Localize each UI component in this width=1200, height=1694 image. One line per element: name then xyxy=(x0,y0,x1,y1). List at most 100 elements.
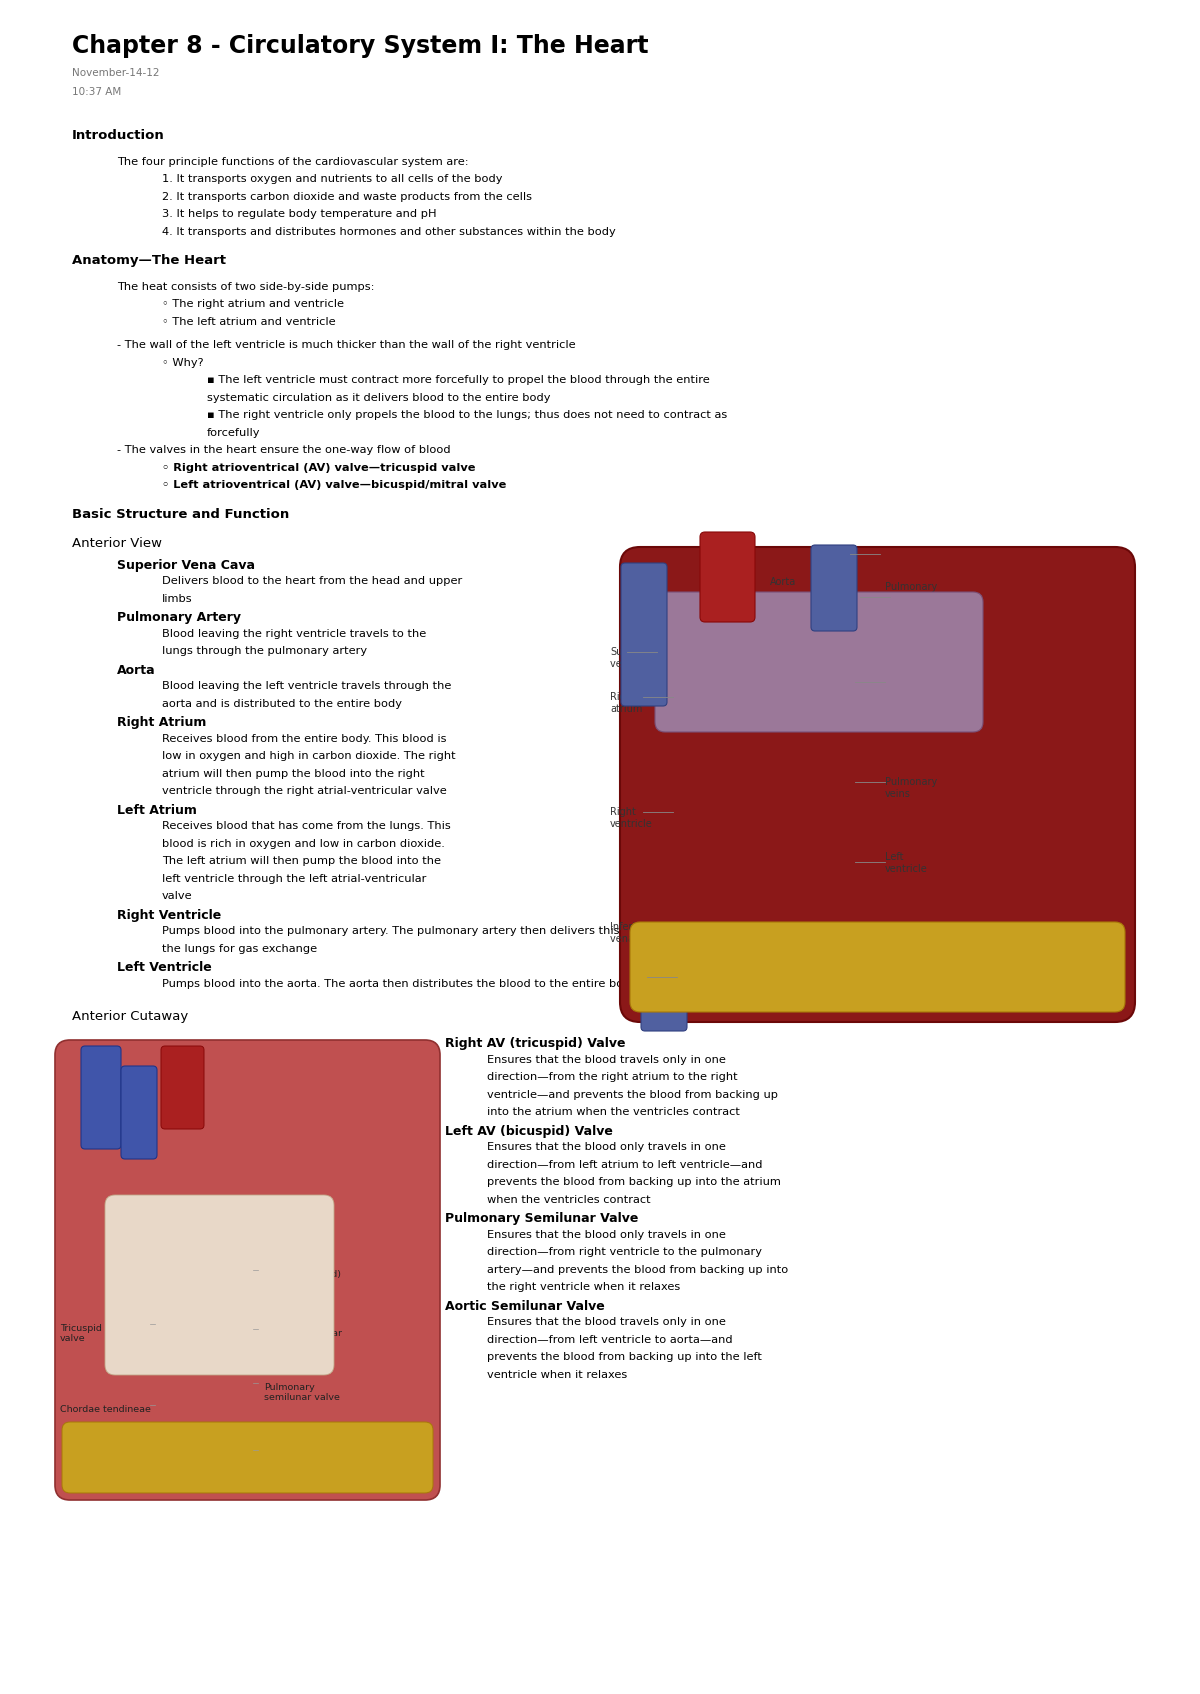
Text: Pumps blood into the aorta. The aorta then distributes the blood to the entire b: Pumps blood into the aorta. The aorta th… xyxy=(162,979,637,989)
Text: the right ventricle when it relaxes: the right ventricle when it relaxes xyxy=(487,1282,680,1293)
Text: left ventricle through the left atrial-ventricular: left ventricle through the left atrial-v… xyxy=(162,874,426,884)
Text: Right
atrium: Right atrium xyxy=(610,693,642,713)
Text: Ensures that the blood travels only in one: Ensures that the blood travels only in o… xyxy=(487,1054,726,1064)
Text: Blood leaving the left ventricle travels through the: Blood leaving the left ventricle travels… xyxy=(162,681,451,691)
Text: 1. It transports oxygen and nutrients to all cells of the body: 1. It transports oxygen and nutrients to… xyxy=(162,174,503,185)
Text: Pulmonary
trunk: Pulmonary trunk xyxy=(886,583,937,603)
FancyBboxPatch shape xyxy=(62,1421,433,1492)
Text: Delivers blood to the heart from the head and upper: Delivers blood to the heart from the hea… xyxy=(162,576,462,586)
Text: valve: valve xyxy=(162,891,193,901)
Text: Inferior
vena cava: Inferior vena cava xyxy=(610,922,660,944)
Text: ventricle—and prevents the blood from backing up: ventricle—and prevents the blood from ba… xyxy=(487,1089,778,1099)
Text: 10:37 AM: 10:37 AM xyxy=(72,86,121,97)
Text: Superior Vena Cava: Superior Vena Cava xyxy=(118,559,256,571)
Text: systematic circulation as it delivers blood to the entire body: systematic circulation as it delivers bl… xyxy=(208,393,551,403)
FancyBboxPatch shape xyxy=(121,1066,157,1159)
Text: 4. It transports and distributes hormones and other substances within the body: 4. It transports and distributes hormone… xyxy=(162,227,616,237)
Text: 3. It helps to regulate body temperature and pH: 3. It helps to regulate body temperature… xyxy=(162,208,437,219)
Text: Left Ventricle: Left Ventricle xyxy=(118,960,211,974)
Text: Ensures that the blood only travels in one: Ensures that the blood only travels in o… xyxy=(487,1230,726,1240)
Text: Pulmonary Semilunar Valve: Pulmonary Semilunar Valve xyxy=(445,1211,638,1225)
Text: Right Ventricle: Right Ventricle xyxy=(118,908,221,922)
Text: low in oxygen and high in carbon dioxide. The right: low in oxygen and high in carbon dioxide… xyxy=(162,750,456,761)
Text: ventricle when it relaxes: ventricle when it relaxes xyxy=(487,1369,628,1379)
Text: blood is rich in oxygen and low in carbon dioxide.: blood is rich in oxygen and low in carbo… xyxy=(162,839,445,849)
Text: Left AV (bicuspid) Valve: Left AV (bicuspid) Valve xyxy=(445,1125,613,1137)
Text: - The wall of the left ventricle is much thicker than the wall of the right vent: - The wall of the left ventricle is much… xyxy=(118,340,576,351)
Text: Anterior View: Anterior View xyxy=(72,537,162,551)
Text: Ensures that the blood travels only in one: Ensures that the blood travels only in o… xyxy=(487,1316,726,1326)
Text: direction—from left ventricle to aorta—and: direction—from left ventricle to aorta—a… xyxy=(487,1335,733,1345)
FancyBboxPatch shape xyxy=(630,922,1126,1011)
Text: direction—from right ventricle to the pulmonary: direction—from right ventricle to the pu… xyxy=(487,1247,762,1257)
Text: Superior
vena cava: Superior vena cava xyxy=(610,647,660,669)
Text: ◦ The right atrium and ventricle: ◦ The right atrium and ventricle xyxy=(162,300,344,308)
Text: Receives blood from the entire body. This blood is: Receives blood from the entire body. Thi… xyxy=(162,734,446,744)
Text: direction—from the right atrium to the right: direction—from the right atrium to the r… xyxy=(487,1072,738,1082)
Text: forcefully: forcefully xyxy=(208,427,260,437)
Text: Aortic Semilunar Valve: Aortic Semilunar Valve xyxy=(445,1299,605,1313)
Text: into the atrium when the ventricles contract: into the atrium when the ventricles cont… xyxy=(487,1106,740,1116)
Text: Left
atrium: Left atrium xyxy=(886,667,917,688)
Text: Aorta: Aorta xyxy=(118,664,156,676)
Text: ▪ The left ventricle must contract more forcefully to propel the blood through t: ▪ The left ventricle must contract more … xyxy=(208,374,709,385)
Text: artery—and prevents the blood from backing up into: artery—and prevents the blood from backi… xyxy=(487,1264,788,1274)
Text: Aorta: Aorta xyxy=(770,578,797,588)
Text: Papillary muscles: Papillary muscles xyxy=(264,1450,347,1459)
Text: The left atrium will then pump the blood into the: The left atrium will then pump the blood… xyxy=(162,855,442,866)
Bar xyxy=(55,1045,436,1496)
FancyBboxPatch shape xyxy=(700,532,755,622)
Text: Ensures that the blood only travels in one: Ensures that the blood only travels in o… xyxy=(487,1142,726,1152)
Text: Left
ventricle: Left ventricle xyxy=(886,852,928,874)
Text: Pulmonary Artery: Pulmonary Artery xyxy=(118,612,241,623)
Text: 2. It transports carbon dioxide and waste products from the cells: 2. It transports carbon dioxide and wast… xyxy=(162,191,532,202)
Text: Basic Structure and Function: Basic Structure and Function xyxy=(72,508,289,520)
FancyBboxPatch shape xyxy=(622,562,667,706)
Text: Anterior Cutaway: Anterior Cutaway xyxy=(72,1010,188,1023)
Text: ▪ The right ventricle only propels the blood to the lungs; thus does not need to: ▪ The right ventricle only propels the b… xyxy=(208,410,727,420)
Text: ◦ Left atrioventrical (AV) valve—bicuspid/mitral valve: ◦ Left atrioventrical (AV) valve—bicuspi… xyxy=(162,479,506,490)
Text: Pulmonary
veins: Pulmonary veins xyxy=(886,778,937,798)
Text: direction—from left atrium to left ventricle—and: direction—from left atrium to left ventr… xyxy=(487,1159,762,1169)
Text: Blood leaving the right ventricle travels to the: Blood leaving the right ventricle travel… xyxy=(162,628,426,639)
FancyBboxPatch shape xyxy=(55,1040,440,1499)
Text: Anatomy—The Heart: Anatomy—The Heart xyxy=(72,254,226,268)
Text: - The valves in the heart ensure the one-way flow of blood: - The valves in the heart ensure the one… xyxy=(118,446,451,456)
Text: prevents the blood from backing up into the atrium: prevents the blood from backing up into … xyxy=(487,1177,781,1187)
Text: Right AV (tricuspid) Valve: Right AV (tricuspid) Valve xyxy=(445,1037,625,1050)
Text: The four principle functions of the cardiovascular system are:: The four principle functions of the card… xyxy=(118,156,469,166)
Text: Right
ventricle: Right ventricle xyxy=(610,806,653,828)
Text: Right Atrium: Right Atrium xyxy=(118,717,206,728)
FancyBboxPatch shape xyxy=(641,938,686,1032)
Text: ◦ The left atrium and ventricle: ◦ The left atrium and ventricle xyxy=(162,317,336,327)
Text: November-14-12: November-14-12 xyxy=(72,68,160,78)
Text: Pulmonary
semilunar valve: Pulmonary semilunar valve xyxy=(264,1382,340,1403)
Bar xyxy=(605,542,1165,1027)
Text: lungs through the pulmonary artery: lungs through the pulmonary artery xyxy=(162,645,367,656)
FancyBboxPatch shape xyxy=(82,1045,121,1149)
Text: Introduction: Introduction xyxy=(72,129,164,142)
Text: Chordae tendineae: Chordae tendineae xyxy=(60,1404,151,1414)
FancyBboxPatch shape xyxy=(161,1045,204,1128)
Text: Tricuspid
valve: Tricuspid valve xyxy=(60,1325,102,1343)
Text: aorta and is distributed to the entire body: aorta and is distributed to the entire b… xyxy=(162,698,402,708)
FancyBboxPatch shape xyxy=(655,591,983,732)
Text: the lungs for gas exchange: the lungs for gas exchange xyxy=(162,944,317,954)
Text: prevents the blood from backing up into the left: prevents the blood from backing up into … xyxy=(487,1352,762,1362)
Text: when the ventricles contract: when the ventricles contract xyxy=(487,1194,650,1204)
Text: Receives blood that has come from the lungs. This: Receives blood that has come from the lu… xyxy=(162,822,451,832)
Text: Pumps blood into the pulmonary artery. The pulmonary artery then delivers this b: Pumps blood into the pulmonary artery. T… xyxy=(162,927,670,937)
Text: ventricle through the right atrial-ventricular valve: ventricle through the right atrial-ventr… xyxy=(162,786,446,796)
FancyBboxPatch shape xyxy=(620,547,1135,1021)
Text: Chapter 8 - Circulatory System I: The Heart: Chapter 8 - Circulatory System I: The He… xyxy=(72,34,648,58)
Text: Left Atrium: Left Atrium xyxy=(118,803,197,817)
Text: Mitral (bicuspid)
valve: Mitral (bicuspid) valve xyxy=(264,1270,341,1289)
FancyBboxPatch shape xyxy=(106,1194,334,1376)
Text: atrium will then pump the blood into the right: atrium will then pump the blood into the… xyxy=(162,769,425,779)
Text: ◦ Right atrioventrical (AV) valve—tricuspid valve: ◦ Right atrioventrical (AV) valve—tricus… xyxy=(162,462,475,473)
Text: The heat consists of two side-by-side pumps:: The heat consists of two side-by-side pu… xyxy=(118,281,374,291)
FancyBboxPatch shape xyxy=(811,545,857,630)
Text: limbs: limbs xyxy=(162,593,193,603)
Text: ◦ Why?: ◦ Why? xyxy=(162,357,204,368)
Text: Aortic semilunar
valve: Aortic semilunar valve xyxy=(264,1328,342,1348)
